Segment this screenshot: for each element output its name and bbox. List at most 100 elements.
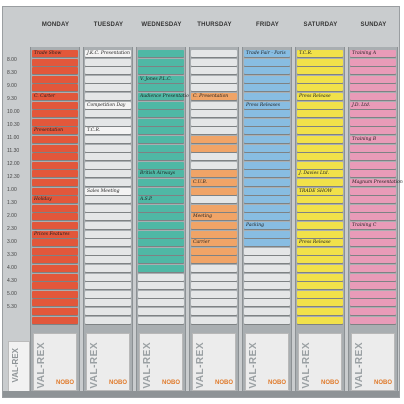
schedule-card[interactable]	[191, 290, 237, 298]
schedule-card[interactable]	[297, 290, 343, 298]
schedule-card[interactable]	[191, 58, 237, 66]
schedule-card[interactable]	[244, 265, 290, 272]
schedule-card[interactable]: T.C.R.	[297, 50, 343, 57]
schedule-card[interactable]: Holiday	[32, 196, 78, 204]
schedule-card[interactable]	[32, 118, 78, 126]
schedule-card[interactable]	[297, 299, 343, 307]
schedule-card[interactable]	[138, 58, 184, 66]
schedule-card[interactable]: Carrier	[191, 239, 237, 247]
schedule-card[interactable]	[244, 299, 290, 307]
schedule-card[interactable]	[138, 67, 184, 75]
schedule-card[interactable]	[297, 110, 343, 118]
schedule-card[interactable]	[244, 67, 290, 75]
schedule-card[interactable]	[191, 265, 237, 272]
schedule-card[interactable]	[138, 239, 184, 247]
schedule-card[interactable]	[297, 101, 343, 109]
schedule-card[interactable]	[191, 273, 237, 281]
schedule-card[interactable]	[32, 110, 78, 118]
schedule-card[interactable]	[350, 308, 396, 315]
schedule-card[interactable]	[244, 144, 290, 152]
schedule-card[interactable]	[350, 273, 396, 281]
schedule-card[interactable]	[350, 265, 396, 272]
schedule-card[interactable]	[244, 93, 290, 100]
schedule-card[interactable]	[350, 118, 396, 126]
schedule-card[interactable]	[350, 290, 396, 298]
schedule-card[interactable]	[350, 282, 396, 290]
schedule-card[interactable]	[244, 213, 290, 221]
schedule-card[interactable]	[138, 222, 184, 229]
schedule-card[interactable]	[138, 273, 184, 281]
schedule-card[interactable]	[138, 101, 184, 109]
schedule-card[interactable]	[297, 118, 343, 126]
schedule-card[interactable]	[244, 153, 290, 161]
schedule-card[interactable]	[297, 84, 343, 92]
schedule-card[interactable]: Press Release	[297, 93, 343, 100]
schedule-card[interactable]	[191, 110, 237, 118]
schedule-card[interactable]	[85, 282, 131, 290]
schedule-card[interactable]	[85, 273, 131, 281]
schedule-card[interactable]	[32, 144, 78, 152]
schedule-card[interactable]	[32, 75, 78, 83]
schedule-card[interactable]	[191, 222, 237, 229]
schedule-card[interactable]: Sales Meeting	[85, 187, 131, 195]
schedule-card[interactable]	[191, 170, 237, 178]
schedule-card[interactable]	[85, 136, 131, 143]
schedule-card[interactable]	[85, 84, 131, 92]
schedule-card[interactable]	[32, 265, 78, 272]
schedule-card[interactable]	[350, 316, 396, 324]
schedule-card[interactable]	[244, 136, 290, 143]
schedule-card[interactable]	[244, 273, 290, 281]
schedule-card[interactable]	[191, 247, 237, 255]
schedule-card[interactable]	[85, 118, 131, 126]
schedule-card[interactable]	[244, 204, 290, 212]
schedule-card[interactable]	[32, 290, 78, 298]
schedule-card[interactable]	[350, 127, 396, 135]
schedule-card[interactable]: Magnum Presentation	[350, 179, 403, 186]
schedule-card[interactable]	[297, 204, 343, 212]
schedule-card[interactable]	[244, 230, 290, 238]
schedule-card[interactable]	[350, 213, 396, 221]
schedule-card[interactable]	[350, 144, 396, 152]
schedule-card[interactable]	[32, 67, 78, 75]
schedule-card[interactable]	[244, 58, 290, 66]
schedule-card[interactable]	[138, 136, 184, 143]
schedule-card[interactable]	[85, 308, 131, 315]
schedule-card[interactable]	[244, 170, 290, 178]
schedule-card[interactable]	[191, 282, 237, 290]
schedule-card[interactable]	[191, 161, 237, 169]
schedule-card[interactable]: V. Jones P.L.C.	[138, 75, 184, 83]
schedule-card[interactable]	[297, 230, 343, 238]
schedule-card[interactable]	[191, 308, 237, 315]
schedule-card[interactable]	[350, 299, 396, 307]
schedule-card[interactable]	[244, 127, 290, 135]
schedule-card[interactable]	[191, 230, 237, 238]
schedule-card[interactable]	[350, 187, 396, 195]
schedule-card[interactable]	[138, 110, 184, 118]
schedule-card[interactable]	[191, 67, 237, 75]
schedule-card[interactable]: J.K.C. Presentation	[85, 50, 131, 57]
schedule-card[interactable]	[191, 204, 237, 212]
schedule-card[interactable]	[191, 101, 237, 109]
schedule-card[interactable]	[138, 299, 184, 307]
schedule-card[interactable]	[138, 247, 184, 255]
schedule-card[interactable]	[191, 127, 237, 135]
schedule-card[interactable]	[138, 84, 184, 92]
schedule-card[interactable]	[32, 213, 78, 221]
schedule-card[interactable]	[350, 153, 396, 161]
schedule-card[interactable]	[297, 316, 343, 324]
schedule-card[interactable]	[85, 247, 131, 255]
schedule-card[interactable]	[138, 256, 184, 264]
schedule-card[interactable]	[244, 196, 290, 204]
schedule-card[interactable]	[32, 247, 78, 255]
schedule-card[interactable]	[138, 213, 184, 221]
schedule-card[interactable]	[297, 308, 343, 315]
schedule-card[interactable]	[138, 161, 184, 169]
schedule-card[interactable]	[32, 161, 78, 169]
schedule-card[interactable]	[138, 316, 184, 324]
schedule-card[interactable]	[138, 230, 184, 238]
schedule-card[interactable]	[138, 118, 184, 126]
schedule-card[interactable]	[244, 282, 290, 290]
schedule-card[interactable]	[350, 58, 396, 66]
schedule-card[interactable]	[191, 136, 237, 143]
schedule-card[interactable]: Trade Fair - Paris	[244, 50, 290, 57]
